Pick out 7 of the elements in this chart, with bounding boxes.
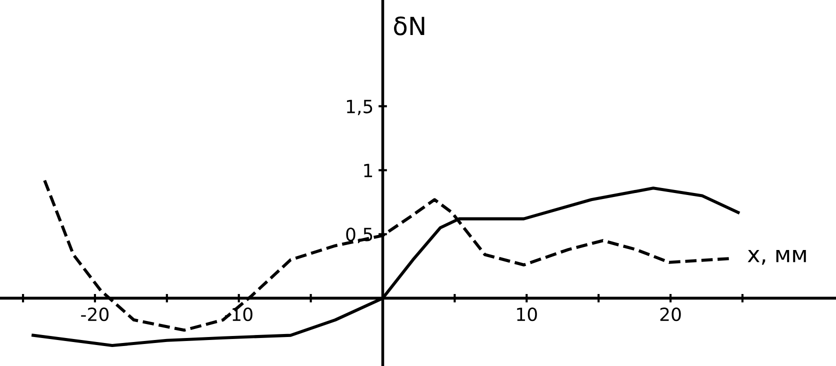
y-tick-label: 1,5: [346, 100, 372, 116]
x-tick-label: 10: [517, 308, 537, 322]
y-tick-label: 1: [364, 164, 372, 178]
x-tick-label: -20: [81, 308, 109, 322]
y-axis-title: δN: [394, 16, 424, 36]
x-axis-title: x, мм: [748, 250, 806, 265]
x-tick-label: 20: [660, 308, 681, 322]
